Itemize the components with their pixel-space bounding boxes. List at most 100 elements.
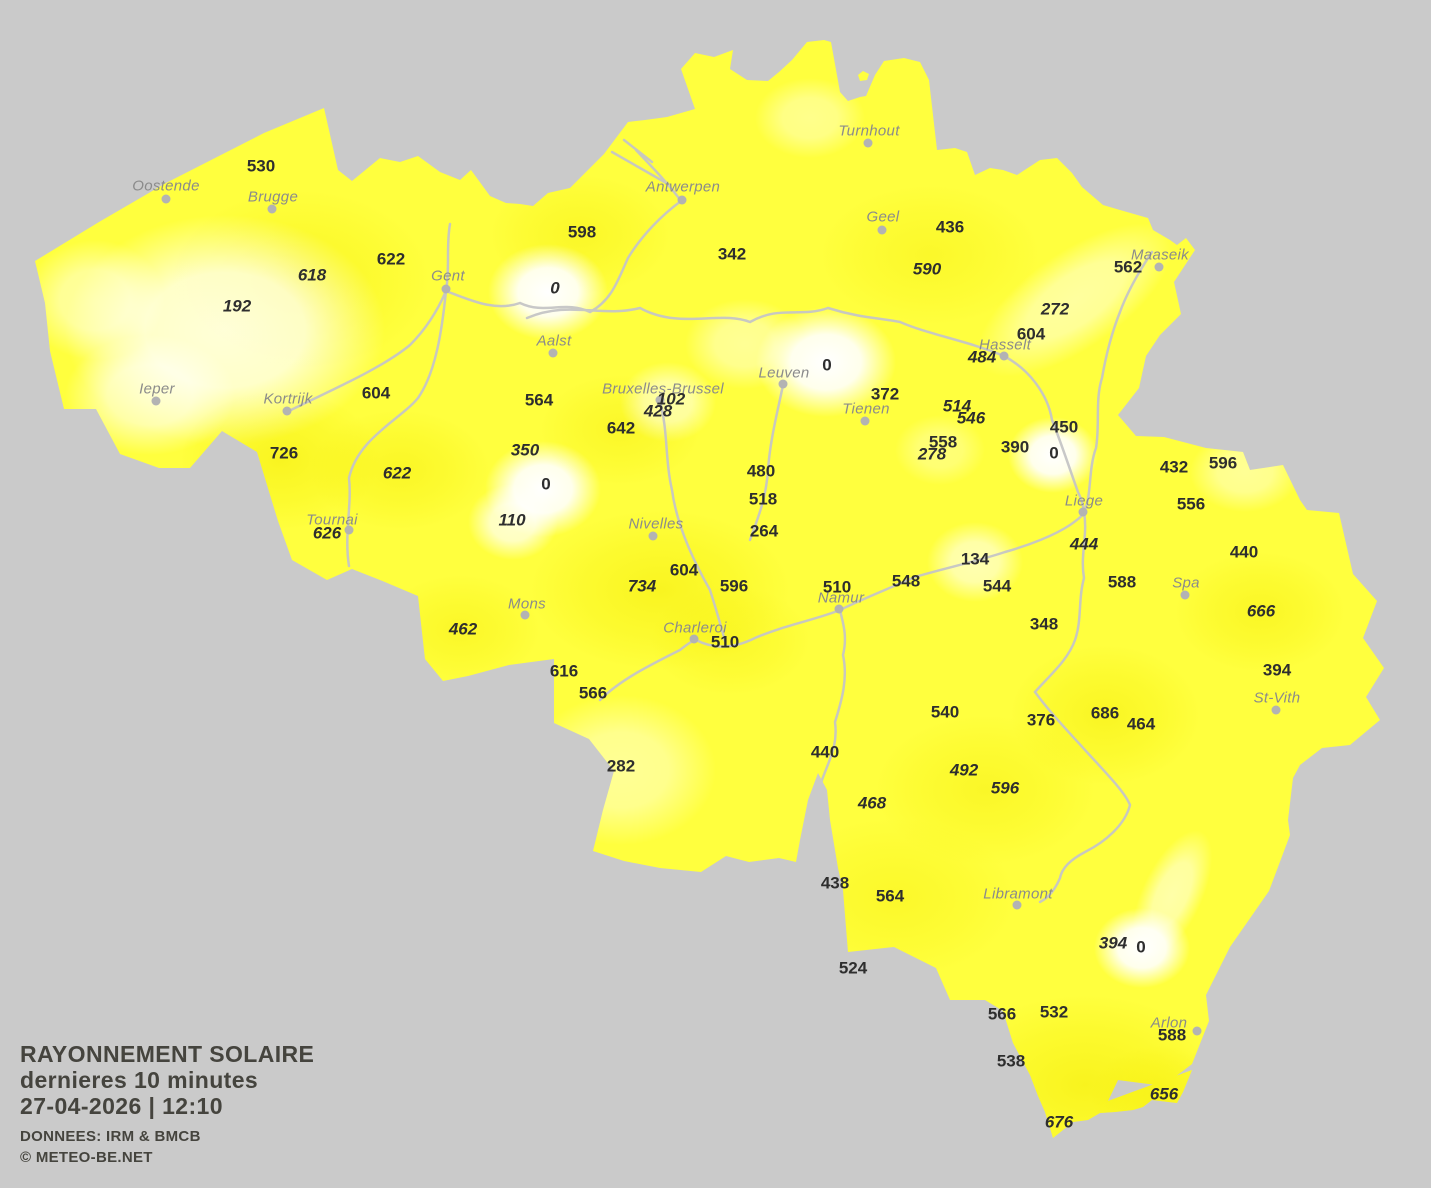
radiation-value: 272 — [1040, 299, 1070, 319]
scheldt-estuary-branch — [610, 138, 670, 186]
radiation-value: 540 — [930, 702, 960, 722]
radiation-value: 348 — [1029, 614, 1059, 634]
city-label: Libramont — [983, 885, 1053, 903]
radiation-value: 544 — [982, 576, 1012, 596]
radiation-value: 394 — [1098, 933, 1128, 953]
city-dot — [1012, 900, 1022, 910]
copyright-label: © METEO-BE.NET — [20, 1149, 153, 1167]
city-dot — [441, 284, 451, 294]
radiation-value: 0 — [1049, 443, 1059, 463]
city-label: Antwerpen — [645, 178, 721, 196]
radiation-value: 626 — [312, 523, 342, 543]
city-dot — [655, 395, 665, 405]
radiation-value: 0 — [550, 278, 560, 298]
city-label: Tournai — [306, 511, 358, 529]
radiation-value: 618 — [297, 265, 327, 285]
radiation-value: 432 — [1159, 457, 1189, 477]
city-label: Ieper — [139, 380, 175, 398]
radiation-value: 622 — [382, 463, 412, 483]
radiation-value: 616 — [549, 661, 579, 681]
city-dot — [999, 351, 1009, 361]
city-dot — [860, 416, 870, 426]
radiation-value: 604 — [361, 383, 391, 403]
city-label: St-Vith — [1253, 689, 1301, 707]
radiation-value: 134 — [960, 549, 990, 569]
city-label: Turnhout — [838, 122, 900, 140]
radiation-value: 0 — [541, 474, 551, 494]
radiation-value: 596 — [719, 576, 749, 596]
radiation-value: 598 — [567, 222, 597, 242]
radiation-value: 656 — [1149, 1084, 1179, 1104]
radiation-value: 464 — [1126, 714, 1156, 734]
city-label: Leuven — [758, 364, 810, 382]
city-label: Maaseik — [1131, 246, 1189, 264]
low-radiation-spots — [35, 78, 1300, 988]
radiation-value: 726 — [269, 443, 299, 463]
radiation-value: 622 — [376, 249, 406, 269]
city-label: Bruxelles-Brussel — [602, 380, 724, 398]
city-dot — [648, 531, 658, 541]
radiation-value: 428 — [643, 401, 673, 421]
city-label: Tienen — [842, 400, 890, 418]
radiation-value: 450 — [1049, 417, 1079, 437]
city-dot — [689, 634, 699, 644]
radiation-value: 110 — [498, 510, 526, 530]
radiation-value: 440 — [810, 742, 840, 762]
radiation-value: 518 — [748, 489, 778, 509]
radiation-value: 604 — [1016, 324, 1046, 344]
radiation-value: 524 — [838, 958, 868, 978]
radiation-value: 484 — [967, 347, 997, 367]
radiation-value: 566 — [578, 683, 608, 703]
radiation-value: 0 — [822, 355, 832, 375]
city-dot — [520, 610, 530, 620]
radiation-value: 376 — [1026, 710, 1056, 730]
radiation-value: 564 — [875, 886, 905, 906]
city-dot — [1154, 262, 1164, 272]
radiation-value: 440 — [1229, 542, 1259, 562]
radiation-value: 492 — [949, 760, 979, 780]
city-label: Geel — [866, 208, 900, 226]
radiation-value: 548 — [891, 571, 921, 591]
city-label: Brugge — [247, 188, 299, 206]
city-label: Oostende — [132, 177, 200, 195]
radiation-value: 514 — [942, 396, 972, 416]
city-dot — [344, 525, 354, 535]
radiation-value: 0 — [1136, 937, 1146, 957]
radiation-value: 394 — [1262, 660, 1292, 680]
radiation-value: 676 — [1044, 1112, 1074, 1132]
city-dot — [1180, 590, 1190, 600]
radiation-value: 264 — [749, 521, 779, 541]
radiation-value: 510 — [822, 577, 852, 597]
radiation-value: 564 — [524, 390, 554, 410]
radiation-value: 666 — [1246, 601, 1276, 621]
radiation-value: 462 — [448, 619, 478, 639]
page-subtitle: dernieres 10 minutes — [20, 1066, 259, 1093]
city-label: Mons — [508, 595, 546, 613]
river-leie — [285, 289, 448, 414]
city-label: Namur — [817, 589, 865, 607]
river-rupel-nete — [525, 306, 830, 324]
radiation-value: 468 — [857, 793, 887, 813]
data-source-label: DONNEES: IRM & BMCB — [20, 1128, 201, 1146]
city-label: Liege — [1064, 492, 1104, 510]
radiation-value: 686 — [1090, 703, 1120, 723]
radiation-value: 192 — [222, 296, 252, 316]
radiation-value: 566 — [987, 1004, 1017, 1024]
city-label: Charleroi — [663, 619, 727, 637]
radiation-value: 588 — [1157, 1025, 1187, 1045]
radiation-value: 372 — [870, 384, 900, 404]
city-label: Hasselt — [978, 336, 1032, 354]
river-senne-canal — [658, 400, 727, 643]
radiation-value: 342 — [717, 244, 747, 264]
radiation-value: 390 — [1000, 437, 1030, 457]
title-block: RAYONNEMENT SOLAIRE dernieres 10 minutes… — [20, 1041, 314, 1168]
city-label: Arlon — [1150, 1014, 1188, 1032]
city-dot — [1271, 705, 1281, 715]
radiation-value: 480 — [746, 461, 776, 481]
radiation-value: 444 — [1069, 534, 1099, 554]
city-dot — [877, 225, 887, 235]
radiation-value: 558 — [928, 432, 958, 452]
